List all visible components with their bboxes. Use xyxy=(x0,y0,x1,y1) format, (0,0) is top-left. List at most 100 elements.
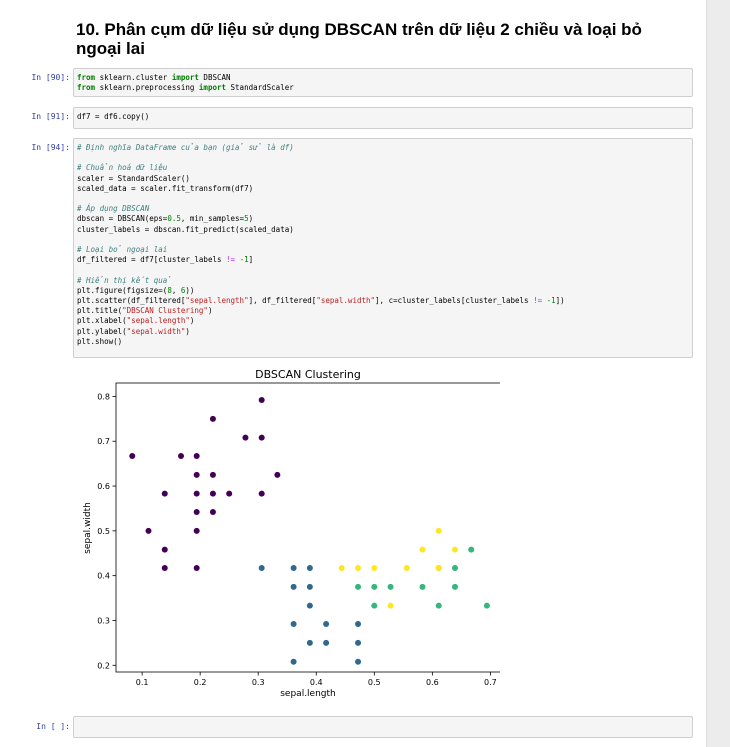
code-token: , xyxy=(171,285,181,295)
code-cell-copy[interactable]: df7 = df6.copy() xyxy=(73,107,693,129)
scatter-point xyxy=(242,434,249,441)
scatter-point xyxy=(435,565,442,572)
y-tick-label: 0.5 xyxy=(97,527,110,536)
code-comment: # Hiển thị kết quả xyxy=(77,275,172,285)
y-tick-label: 0.2 xyxy=(97,661,110,670)
code-token: import xyxy=(171,73,199,82)
scatter-point xyxy=(451,546,458,553)
code-line: scaler = StandardScaler() xyxy=(77,173,190,183)
code-token: ]) xyxy=(555,296,565,306)
scatter-point xyxy=(451,583,458,590)
code-number: 8 xyxy=(167,285,172,295)
code-token: plt.ylabel( xyxy=(77,326,127,336)
scatter-point xyxy=(274,471,281,478)
scatter-point xyxy=(193,490,200,497)
scatter-point xyxy=(355,565,362,572)
y-tick-label: 0.4 xyxy=(97,572,110,581)
y-tick-label: 0.6 xyxy=(97,482,110,491)
scatter-point xyxy=(193,565,200,572)
cell-prompt-empty: In [ ]: xyxy=(36,722,70,731)
scatter-point xyxy=(161,565,168,572)
scatter-chart: DBSCAN Clustering sepal.length sepal.wid… xyxy=(83,368,500,699)
code-token: from xyxy=(77,83,96,93)
scatter-point xyxy=(193,527,200,534)
code-number: 6 xyxy=(180,285,186,295)
scatter-point xyxy=(355,621,362,628)
scatter-point xyxy=(451,565,458,572)
code-token: ], df_filtered[ xyxy=(248,296,317,306)
section-heading: 10. Phân cụm dữ liệu sử dụng DBSCAN trên… xyxy=(76,20,642,58)
code-string: "DBSCAN Clustering" xyxy=(122,306,208,316)
x-tick-label: 0.7 xyxy=(484,678,497,687)
scatter-point xyxy=(371,602,378,609)
scatter-point xyxy=(323,639,330,646)
y-tick-label: 0.3 xyxy=(97,616,110,625)
cell-prompt-94: In [94]: xyxy=(31,143,70,152)
scatter-point xyxy=(258,434,265,441)
code-comment: # Định nghĩa DataFrame của bạn (giả sử l… xyxy=(77,143,294,152)
scatter-point xyxy=(355,639,362,646)
code-token: ], c=cluster_labels[cluster_labels xyxy=(375,296,534,306)
x-tick-label: 0.2 xyxy=(194,678,207,687)
scatter-point xyxy=(306,602,313,609)
scatter-point xyxy=(209,415,216,422)
code-token: sklearn.preprocessing xyxy=(95,83,199,93)
code-comment: # Áp dụng DBSCAN xyxy=(77,204,150,214)
code-cell-empty[interactable] xyxy=(73,716,693,738)
x-axis-label: sepal.length xyxy=(280,689,336,699)
scatter-point xyxy=(258,565,265,572)
scatter-point xyxy=(355,583,362,590)
scatter-point xyxy=(290,583,297,590)
x-tick-label: 0.6 xyxy=(426,678,439,687)
code-number: 0.5 xyxy=(167,214,181,224)
scatter-point xyxy=(371,565,378,572)
scatter-point xyxy=(258,490,265,497)
code-cell-dbscan[interactable]: # Định nghĩa DataFrame của bạn (giả sử l… xyxy=(73,138,693,358)
scatter-point xyxy=(387,583,394,590)
code-token: , min_samples= xyxy=(180,214,245,224)
code-string: "sepal.width" xyxy=(126,326,186,336)
chart-title: DBSCAN Clustering xyxy=(255,368,361,381)
code-token: plt.scatter(df_filtered[ xyxy=(77,296,186,306)
code-operator: != xyxy=(533,296,543,306)
x-tick-label: 0.5 xyxy=(368,678,381,687)
code-line: plt.show() xyxy=(77,336,123,346)
scatter-point xyxy=(419,583,426,590)
scatter-point xyxy=(355,658,362,665)
code-line: cluster_labels = dbscan.fit_predict(scal… xyxy=(77,224,294,234)
scatter-point xyxy=(435,527,442,534)
code-token: from xyxy=(77,73,96,82)
code-token: DBSCAN xyxy=(198,73,231,82)
code-cell-imports[interactable]: from sklearn.cluster import DBSCAN from … xyxy=(73,68,693,97)
code-line: df7 = df6.copy() xyxy=(77,112,150,121)
scatter-point xyxy=(306,583,313,590)
scatter-point xyxy=(290,565,297,572)
code-token: ] xyxy=(248,255,254,265)
code-token: )) xyxy=(185,285,195,295)
code-string: "sepal.length" xyxy=(185,296,249,306)
code-line: scaled_data = scaler.fit_transform(df7) xyxy=(77,183,254,193)
code-token: ) xyxy=(185,326,190,336)
code-number: 5 xyxy=(244,214,249,224)
scatter-point xyxy=(161,546,168,553)
scatter-point xyxy=(209,490,216,497)
scatter-point xyxy=(290,621,297,628)
scatter-point xyxy=(468,546,475,553)
code-comment: # Loại bỏ ngoại lai xyxy=(77,245,168,255)
code-number: -1 xyxy=(546,296,556,306)
x-tick-label: 0.4 xyxy=(310,678,323,687)
scatter-point xyxy=(193,453,200,460)
x-tick-label: 0.3 xyxy=(252,678,265,687)
scatter-point xyxy=(145,527,152,534)
scatter-point xyxy=(306,639,313,646)
scatter-point xyxy=(387,602,394,609)
y-tick-label: 0.7 xyxy=(97,437,110,446)
scatter-point xyxy=(193,471,200,478)
scatter-point xyxy=(290,658,297,665)
code-token: plt.xlabel( xyxy=(77,316,127,326)
scrollbar[interactable] xyxy=(706,0,730,747)
scatter-point xyxy=(226,490,233,497)
code-token: df_filtered = df7[cluster_labels xyxy=(77,255,227,265)
code-token: ) xyxy=(248,214,254,224)
scatter-point xyxy=(193,509,200,516)
